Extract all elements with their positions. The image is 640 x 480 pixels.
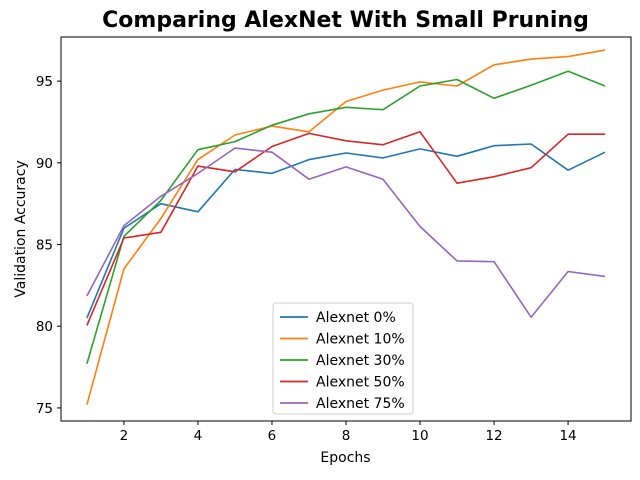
y-tick-label: 80 (36, 319, 53, 335)
x-tick-label: 6 (268, 428, 277, 444)
y-axis: 75 80 85 90 95 (36, 74, 61, 417)
x-tick-label: 12 (485, 428, 502, 444)
x-axis-label: Epochs (320, 450, 370, 466)
x-tick-label: 10 (411, 428, 428, 444)
x-axis: 2 4 6 8 10 12 14 (120, 421, 577, 444)
y-tick-label: 95 (36, 74, 53, 90)
series-line-alexnet-75 (86, 147, 606, 319)
legend-entry-label: Alexnet 75% (316, 396, 405, 412)
y-tick-label: 75 (36, 401, 53, 417)
chart-title: Comparing AlexNet With Small Pruning (102, 8, 589, 33)
x-tick-label: 8 (342, 428, 351, 444)
series-line-alexnet-10 (86, 49, 606, 405)
y-tick-label: 85 (36, 238, 53, 254)
series-line-alexnet-0 (86, 143, 606, 319)
x-tick-label: 2 (120, 428, 129, 444)
y-axis-label: Validation Accuracy (13, 160, 29, 298)
y-tick-label: 90 (36, 156, 53, 172)
legend-entry-label: Alexnet 50% (316, 375, 405, 391)
legend-entry-label: Alexnet 30% (316, 353, 405, 369)
legend: Alexnet 0% Alexnet 10% Alexnet 30% Alexnet … (272, 302, 414, 415)
series-line-alexnet-50 (86, 131, 606, 326)
legend-entry-label: Alexnet 10% (316, 332, 405, 348)
legend-box (272, 302, 414, 415)
legend-entry-label: Alexnet 0% (316, 310, 396, 326)
x-tick-label: 14 (559, 428, 576, 444)
series-lines (86, 49, 606, 405)
x-tick-label: 4 (194, 428, 203, 444)
series-line-alexnet-30 (86, 70, 606, 365)
